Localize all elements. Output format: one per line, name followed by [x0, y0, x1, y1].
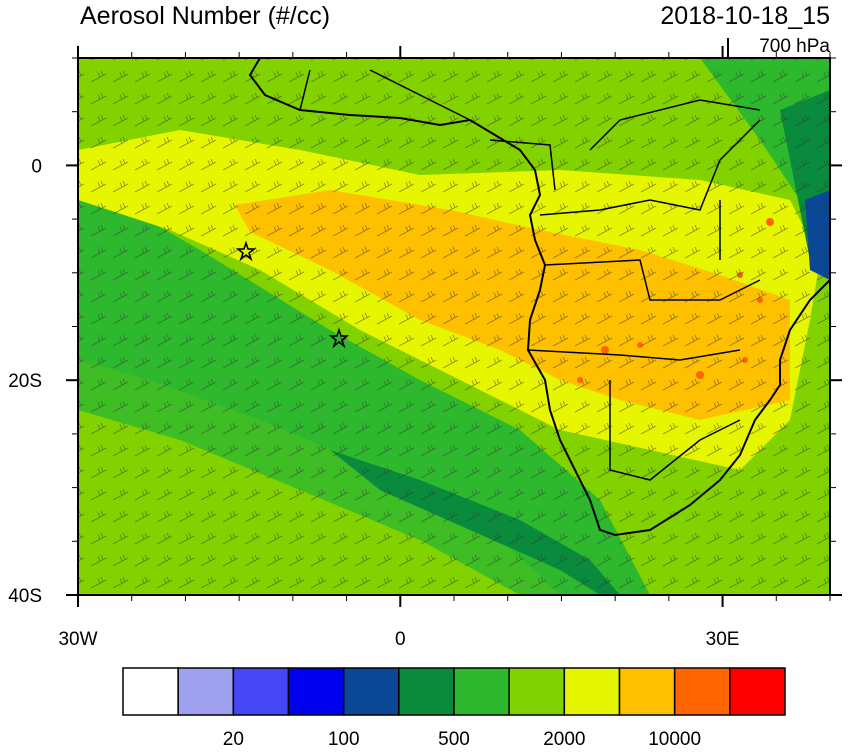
x-tick-label: 0 [395, 629, 406, 650]
colorbar-box [232, 667, 290, 716]
colorbar-box [287, 667, 345, 716]
coastline [248, 58, 830, 537]
colorbar-label: 20 [223, 729, 244, 750]
colorbar-box [563, 667, 621, 716]
title: Aerosol Number (#/cc) [80, 2, 330, 30]
colorbar-box [122, 667, 179, 716]
colorbar-label: 500 [438, 729, 470, 750]
colorbar: 20 100 500 2000 10000 [122, 667, 786, 750]
axes: 30W 0 30E 0 20S 40S [8, 46, 842, 650]
y-tick-label: 40S [8, 586, 42, 607]
colorbar-box [729, 667, 786, 716]
colorbar-box [453, 667, 510, 716]
colorbar-box [342, 667, 400, 716]
y-tick-label: 20S [8, 371, 42, 392]
colorbar-label: 2000 [543, 729, 585, 750]
colorbar-box [398, 667, 455, 716]
y-tick-label: 0 [31, 156, 42, 177]
x-tick-label: 30E [706, 629, 740, 650]
level: 700 hPa [759, 36, 830, 57]
marker-star [328, 327, 350, 349]
colorbar-label: 100 [328, 729, 360, 750]
colorbar-box [177, 667, 235, 716]
colorbar-box [673, 667, 731, 716]
borders [299, 69, 761, 481]
marker-star [235, 240, 257, 262]
colorbar-box [508, 667, 566, 716]
time: 2018-10-18_15 [660, 2, 830, 30]
colorbar-label: 10000 [648, 729, 701, 750]
x-tick-label: 30W [58, 629, 97, 650]
map-field [78, 58, 830, 595]
colorbar-box [618, 667, 676, 716]
